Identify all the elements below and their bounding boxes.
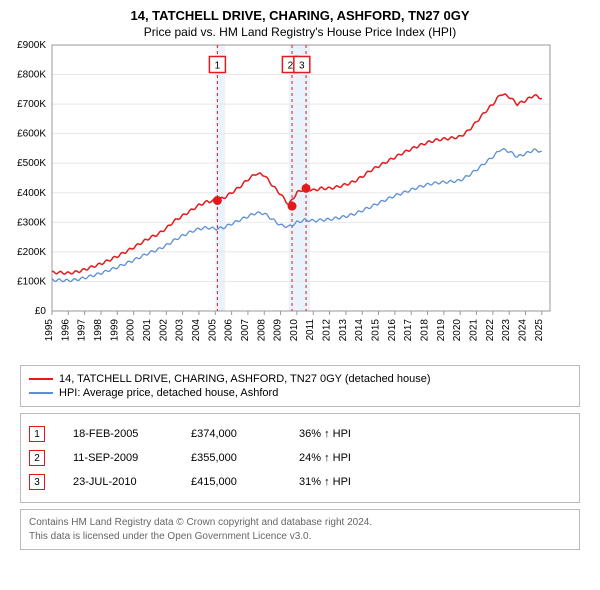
legend-label: 14, TATCHELL DRIVE, CHARING, ASHFORD, TN…	[59, 373, 431, 385]
svg-text:2014: 2014	[354, 319, 365, 342]
svg-text:£300K: £300K	[17, 217, 46, 228]
svg-text:£100K: £100K	[17, 276, 46, 287]
event-price: £355,000	[191, 452, 271, 464]
event-marker: 2	[29, 450, 45, 466]
footer-line: This data is licensed under the Open Gov…	[29, 530, 571, 544]
legend-item: 14, TATCHELL DRIVE, CHARING, ASHFORD, TN…	[29, 372, 571, 386]
svg-text:1998: 1998	[93, 319, 104, 342]
svg-text:2007: 2007	[240, 319, 251, 342]
svg-text:2010: 2010	[289, 319, 300, 342]
footer-attribution: Contains HM Land Registry data © Crown c…	[20, 509, 580, 550]
svg-text:3: 3	[299, 61, 305, 72]
svg-text:2015: 2015	[371, 319, 382, 342]
legend-swatch	[29, 392, 53, 394]
event-delta: 24% ↑ HPI	[299, 452, 351, 464]
event-row: 3 23-JUL-2010 £415,000 31% ↑ HPI	[29, 470, 571, 494]
svg-text:2020: 2020	[452, 319, 463, 342]
svg-text:2004: 2004	[191, 319, 202, 342]
svg-text:£800K: £800K	[17, 70, 46, 81]
event-price: £415,000	[191, 476, 271, 488]
svg-text:£0: £0	[35, 306, 47, 317]
chart-container: 14, TATCHELL DRIVE, CHARING, ASHFORD, TN…	[0, 0, 600, 590]
title-block: 14, TATCHELL DRIVE, CHARING, ASHFORD, TN…	[0, 0, 600, 39]
svg-text:2021: 2021	[469, 319, 480, 342]
event-row: 1 18-FEB-2005 £374,000 36% ↑ HPI	[29, 422, 571, 446]
svg-text:2016: 2016	[387, 319, 398, 342]
legend: 14, TATCHELL DRIVE, CHARING, ASHFORD, TN…	[20, 365, 580, 407]
legend-swatch	[29, 378, 53, 380]
svg-text:2022: 2022	[485, 319, 496, 342]
legend-item: HPI: Average price, detached house, Ashf…	[29, 386, 571, 400]
svg-text:2017: 2017	[403, 319, 414, 342]
svg-text:2013: 2013	[338, 319, 349, 342]
event-marker: 3	[29, 474, 45, 490]
svg-text:£900K: £900K	[17, 40, 46, 51]
svg-text:1996: 1996	[60, 319, 71, 342]
svg-text:2019: 2019	[436, 319, 447, 342]
price-chart: £0 £100K £200K £300K £400K £500K £600K £700K £80…	[0, 39, 560, 359]
svg-text:£200K: £200K	[17, 247, 46, 258]
svg-text:2024: 2024	[518, 319, 529, 342]
event-date: 18-FEB-2005	[73, 428, 163, 440]
event-row: 2 11-SEP-2009 £355,000 24% ↑ HPI	[29, 446, 571, 470]
svg-text:2011: 2011	[305, 319, 316, 341]
svg-text:2001: 2001	[142, 319, 153, 342]
svg-text:2023: 2023	[501, 319, 512, 342]
svg-text:1999: 1999	[109, 319, 120, 342]
svg-text:2002: 2002	[158, 319, 169, 342]
svg-text:2009: 2009	[273, 319, 284, 342]
events-table: 1 18-FEB-2005 £374,000 36% ↑ HPI 2 11-SEP-200…	[20, 413, 580, 503]
svg-text:2003: 2003	[175, 319, 186, 342]
svg-text:2006: 2006	[224, 319, 235, 342]
svg-text:£500K: £500K	[17, 158, 46, 169]
svg-text:1995: 1995	[44, 319, 55, 342]
svg-text:2025: 2025	[534, 319, 545, 342]
footer-line: Contains HM Land Registry data © Crown c…	[29, 516, 571, 530]
event-price: £374,000	[191, 428, 271, 440]
svg-text:2000: 2000	[126, 319, 137, 342]
chart-title: 14, TATCHELL DRIVE, CHARING, ASHFORD, TN…	[0, 8, 600, 23]
svg-text:2012: 2012	[322, 319, 333, 342]
chart-subtitle: Price paid vs. HM Land Registry's House …	[0, 25, 600, 39]
event-date: 23-JUL-2010	[73, 476, 163, 488]
event-date: 11-SEP-2009	[73, 452, 163, 464]
svg-text:£600K: £600K	[17, 129, 46, 140]
event-delta: 36% ↑ HPI	[299, 428, 351, 440]
event-marker: 1	[29, 426, 45, 442]
svg-text:£700K: £700K	[17, 99, 46, 110]
svg-text:£400K: £400K	[17, 188, 46, 199]
svg-text:2008: 2008	[256, 319, 267, 342]
svg-text:2: 2	[288, 61, 294, 72]
legend-label: HPI: Average price, detached house, Ashf…	[59, 387, 278, 399]
svg-text:1997: 1997	[77, 319, 88, 342]
svg-text:1: 1	[215, 61, 221, 72]
event-delta: 31% ↑ HPI	[299, 476, 351, 488]
svg-text:2005: 2005	[207, 319, 218, 342]
svg-text:2018: 2018	[420, 319, 431, 342]
